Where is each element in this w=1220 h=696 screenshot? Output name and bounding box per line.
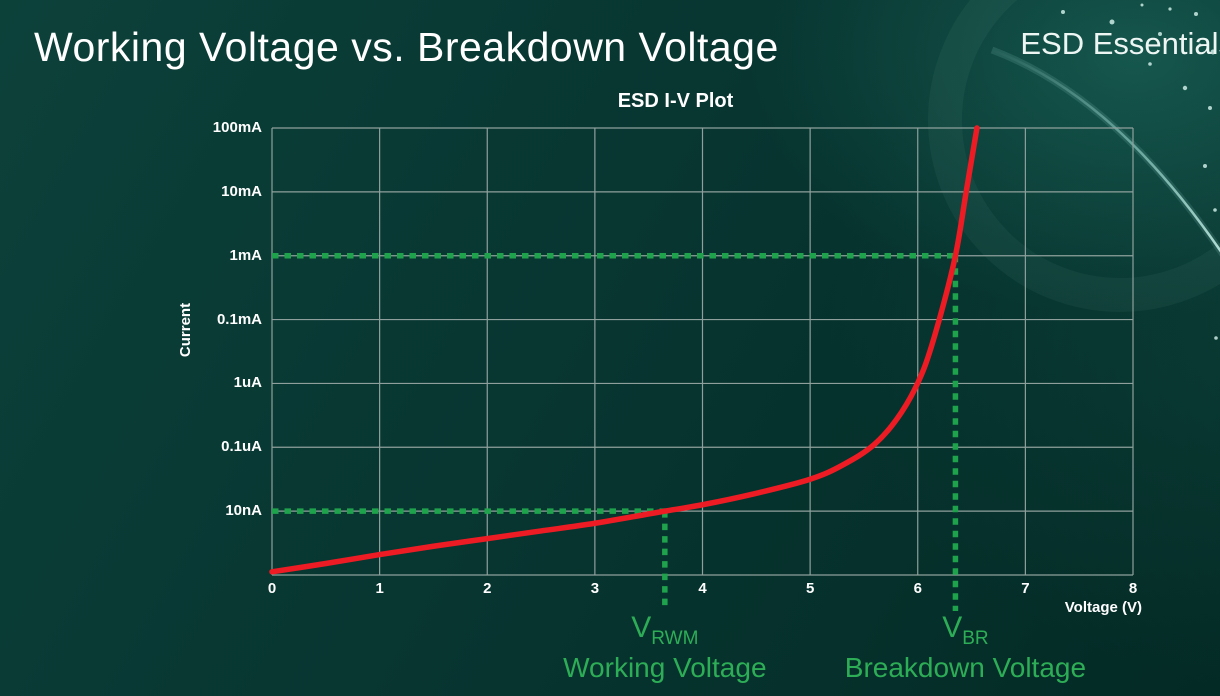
x-tick-label: 8	[1128, 580, 1138, 597]
y-tick-label: 1uA	[233, 374, 262, 392]
y-tick-label: 10mA	[221, 182, 262, 200]
chart-title: ESD I-V Plot	[617, 90, 734, 112]
brand-logo-text: ESD Essentials	[1020, 26, 1220, 61]
y-tick-label: 0.1uA	[221, 438, 262, 456]
vbr-caption: Breakdown Voltage	[844, 651, 1087, 683]
vrwm-caption: Working Voltage	[563, 651, 767, 683]
x-axis-label: Voltage (V)	[1064, 599, 1142, 616]
vrwm-label: VRWM	[631, 612, 698, 649]
x-tick-label: 2	[483, 580, 492, 597]
slide-title: Working Voltage vs. Breakdown Voltage	[34, 24, 779, 70]
y-tick-label: 0.1mA	[216, 310, 262, 328]
y-tick-label: 100mA	[212, 119, 262, 136]
vbr-symbol: V	[942, 611, 963, 644]
x-tick-label: 7	[1021, 580, 1030, 597]
x-tick-label: 4	[698, 580, 707, 597]
x-tick-label: 5	[805, 580, 815, 597]
x-tick-label: 6	[913, 580, 922, 597]
y-axis-label: Current	[177, 302, 194, 358]
x-tick-label: 3	[590, 580, 600, 597]
vrwm-symbol: V	[631, 611, 652, 644]
iv-plot	[269, 125, 1134, 611]
x-tick-label: 0	[267, 580, 277, 597]
x-tick-label: 1	[375, 580, 384, 597]
vrwm-subscript: RWM	[651, 628, 699, 649]
vbr-label: VBR	[942, 612, 988, 649]
y-tick-label: 10nA	[225, 502, 262, 520]
vbr-subscript: BR	[962, 628, 989, 649]
y-tick-label: 1mA	[229, 246, 262, 264]
